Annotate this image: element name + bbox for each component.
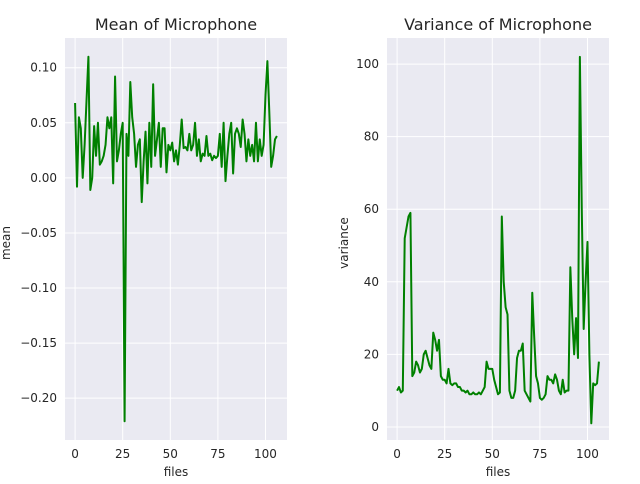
y-tick-label: 0.05 (30, 116, 57, 130)
x-tick-label: 50 (485, 447, 500, 461)
y-tick-label: 80 (364, 130, 379, 144)
x-tick-label: 100 (254, 447, 277, 461)
y-tick-label: 100 (356, 57, 379, 71)
x-axis-label: files (486, 465, 511, 479)
data-line (396, 55, 600, 425)
x-tick-label: 100 (576, 447, 599, 461)
y-tick-label: 0.10 (30, 61, 57, 75)
y-tick-label: 20 (364, 347, 379, 361)
x-tick-label: 75 (210, 447, 225, 461)
x-axis-label: files (164, 465, 189, 479)
x-tick-label: 0 (71, 447, 79, 461)
chart-title: Mean of Microphone (95, 15, 257, 34)
chart-title: Variance of Microphone (404, 15, 592, 34)
y-tick-label: 0 (371, 420, 379, 434)
plot-area (387, 38, 609, 440)
x-tick-label: 25 (115, 447, 130, 461)
y-tick-label: −0.20 (20, 391, 57, 405)
y-tick-label: −0.05 (20, 226, 57, 240)
y-tick-label: −0.10 (20, 281, 57, 295)
x-tick-label: 25 (437, 447, 452, 461)
x-tick-label: 75 (532, 447, 547, 461)
x-tick-label: 0 (393, 447, 401, 461)
y-tick-label: 60 (364, 202, 379, 216)
data-line (74, 55, 278, 423)
y-axis-label: variance (337, 217, 351, 269)
y-tick-label: 40 (364, 275, 379, 289)
x-tick-label: 50 (163, 447, 178, 461)
plot-area (65, 38, 287, 440)
y-tick-label: 0.00 (30, 171, 57, 185)
y-tick-label: −0.15 (20, 336, 57, 350)
y-axis-label: mean (0, 226, 13, 260)
